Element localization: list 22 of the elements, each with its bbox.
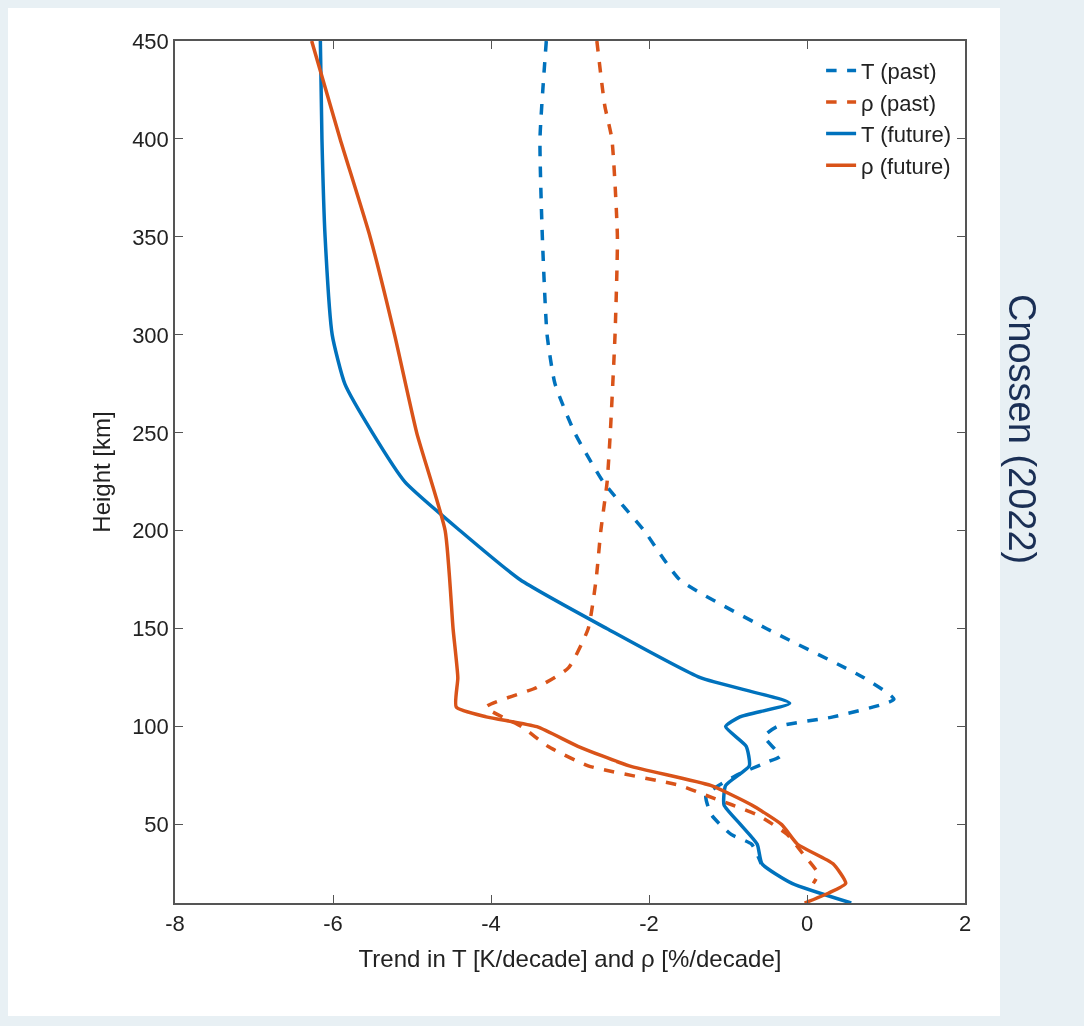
y-tick-label: 300 bbox=[132, 322, 169, 348]
legend-label: ρ (future) bbox=[861, 153, 951, 179]
y-tick-label: 100 bbox=[132, 714, 169, 740]
x-tick-label: 2 bbox=[958, 911, 972, 937]
text: Cnossen (2022) bbox=[1000, 293, 1043, 565]
x-tick-label: 0 bbox=[800, 911, 814, 937]
x-axis-title: Trend in T [K/decade] and ρ [%/decade] bbox=[358, 944, 782, 972]
x-tick-label: -4 bbox=[481, 911, 501, 937]
legend-label: T (future) bbox=[861, 122, 952, 148]
x-tick-label: -2 bbox=[639, 911, 659, 937]
x-tick-label: -6 bbox=[323, 911, 343, 937]
y-tick-label: 400 bbox=[132, 126, 169, 152]
y-tick-label: 450 bbox=[132, 28, 169, 54]
x-tick-label: -8 bbox=[165, 911, 185, 937]
y-axis-title: Height [km] bbox=[87, 411, 115, 533]
y-tick-label: 150 bbox=[132, 616, 169, 642]
y-tick-label: 250 bbox=[132, 420, 169, 446]
legend-label: ρ (past) bbox=[861, 90, 936, 116]
legend-label: T (past) bbox=[861, 59, 937, 84]
y-tick-label: 350 bbox=[132, 224, 169, 250]
y-tick-label: 200 bbox=[132, 518, 169, 544]
y-tick-label: 50 bbox=[144, 812, 169, 838]
